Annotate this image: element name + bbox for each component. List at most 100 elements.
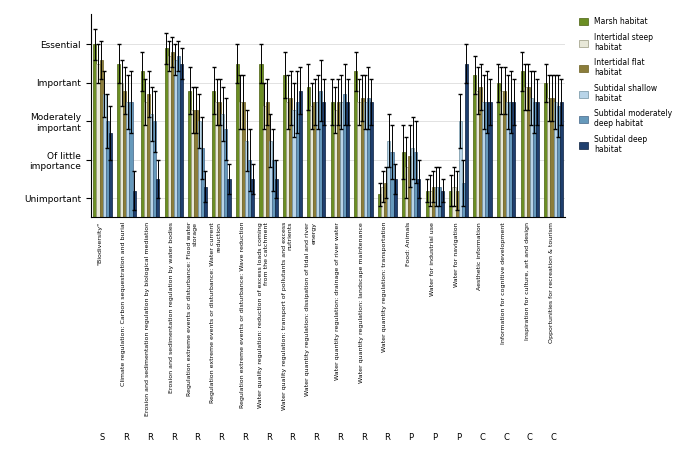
Bar — [313, 102, 316, 236]
Bar — [299, 91, 302, 236]
Text: Inspiration for culture, art and design: Inspiration for culture, art and design — [525, 222, 530, 340]
Bar — [346, 102, 349, 236]
Bar — [417, 179, 420, 236]
Bar — [262, 106, 266, 236]
Text: R: R — [385, 433, 390, 442]
Bar — [461, 183, 465, 236]
Bar — [331, 102, 334, 236]
Bar — [212, 91, 215, 236]
Bar — [168, 56, 171, 236]
Bar — [438, 187, 441, 236]
Text: R: R — [266, 433, 272, 442]
Bar — [387, 140, 390, 236]
Text: Water quantity regulation: transportation: Water quantity regulation: transportatio… — [383, 222, 387, 352]
Text: C: C — [551, 433, 556, 442]
Bar — [524, 87, 527, 236]
Bar — [94, 44, 96, 236]
Bar — [174, 60, 177, 236]
Bar — [307, 87, 310, 236]
Bar — [489, 102, 491, 236]
Text: S: S — [100, 433, 105, 442]
Bar — [476, 91, 480, 236]
Text: C: C — [527, 433, 533, 442]
Bar — [500, 91, 503, 236]
Bar — [275, 179, 278, 236]
Bar — [485, 102, 489, 236]
Text: R: R — [313, 433, 319, 442]
Bar — [432, 187, 435, 236]
Bar — [133, 191, 135, 236]
Bar — [560, 102, 563, 236]
Bar — [129, 102, 133, 236]
Bar — [153, 121, 156, 236]
Bar — [100, 60, 103, 236]
Text: Water quantity regulation: landscape maintenance: Water quantity regulation: landscape mai… — [359, 222, 364, 383]
Bar — [405, 168, 408, 236]
Bar — [147, 94, 150, 236]
Bar — [512, 102, 515, 236]
Text: Regulation extreme events or disturbance: Flood water
storage: Regulation extreme events or disturbance… — [187, 222, 198, 396]
Bar — [224, 129, 228, 236]
Text: Information for cognitive development: Information for cognitive development — [501, 222, 506, 344]
Bar — [357, 102, 361, 236]
Text: Water quantity regulation: dissipation of tidal and river
energy: Water quantity regulation: dissipation o… — [306, 222, 316, 395]
Bar — [411, 148, 414, 236]
Text: Regulation extreme events or disturbance: Wave reduction: Regulation extreme events or disturbance… — [240, 222, 245, 409]
Text: R: R — [290, 433, 295, 442]
Bar — [266, 102, 269, 236]
Text: Aesthetic information: Aesthetic information — [477, 222, 482, 290]
Bar — [283, 75, 286, 236]
Bar — [117, 63, 120, 236]
Bar — [394, 179, 396, 236]
Bar — [124, 91, 126, 236]
Bar — [554, 102, 556, 236]
Bar — [343, 94, 346, 236]
Bar — [322, 102, 325, 236]
Bar — [200, 148, 204, 236]
Legend: Marsh habitat, Intertidal steep
habitat, Intertidal flat
habitat, Subtidal shall: Marsh habitat, Intertidal steep habitat,… — [579, 17, 672, 154]
Bar — [177, 56, 180, 236]
Bar — [248, 160, 251, 236]
Bar — [402, 152, 405, 236]
Text: P: P — [432, 433, 438, 442]
Bar — [450, 191, 452, 236]
Text: C: C — [480, 433, 485, 442]
Bar — [355, 71, 357, 236]
Text: Erosion and sedimentation regulation by biological mediation: Erosion and sedimentation regulation by … — [145, 222, 150, 416]
Bar — [482, 102, 485, 236]
Bar — [340, 102, 343, 236]
Text: P: P — [408, 433, 414, 442]
Bar — [381, 187, 385, 236]
Bar — [251, 179, 254, 236]
Text: R: R — [124, 433, 129, 442]
Bar — [556, 106, 560, 236]
Text: Regulation extreme events or disturbance: Water current
reduction: Regulation extreme events or disturbance… — [211, 222, 221, 403]
Text: C: C — [503, 433, 509, 442]
Bar — [221, 114, 224, 236]
Bar — [316, 102, 319, 236]
Bar — [452, 187, 456, 236]
Text: Water quality regulation: transport of pollutants and excess
nutrients: Water quality regulation: transport of p… — [282, 222, 292, 410]
Bar — [109, 133, 112, 236]
Bar — [364, 102, 366, 236]
Bar — [506, 102, 509, 236]
Bar — [378, 194, 381, 236]
Bar — [551, 98, 554, 236]
Text: R: R — [242, 433, 248, 442]
Text: Water quality regulation: reduction of excess loads coming
from the catchment: Water quality regulation: reduction of e… — [258, 222, 269, 408]
Bar — [144, 102, 147, 236]
Bar — [465, 63, 468, 236]
Text: Food: Animals: Food: Animals — [406, 222, 411, 266]
Bar — [480, 87, 482, 236]
Bar — [204, 187, 207, 236]
Bar — [228, 179, 230, 236]
Bar — [334, 110, 337, 236]
Bar — [141, 71, 144, 236]
Bar — [533, 102, 536, 236]
Text: Water quantity regulation: drainage of river water: Water quantity regulation: drainage of r… — [335, 222, 340, 380]
Bar — [385, 183, 387, 236]
Bar — [260, 63, 262, 236]
Bar — [473, 75, 476, 236]
Bar — [295, 102, 299, 236]
Bar — [215, 102, 218, 236]
